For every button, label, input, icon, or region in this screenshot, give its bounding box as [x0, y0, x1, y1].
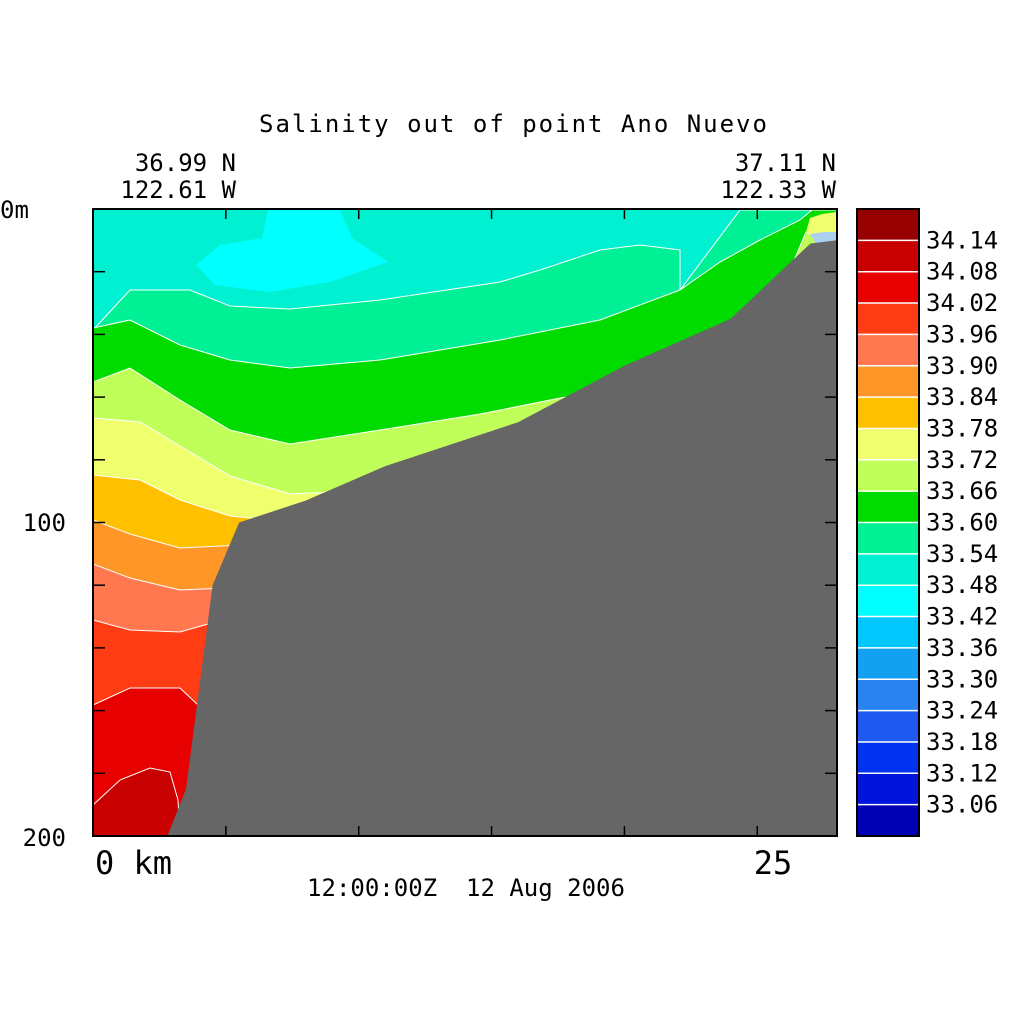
- colorbar-swatch: [857, 428, 919, 461]
- plot-area: [92, 208, 838, 837]
- colorbar-level-label: 33.66: [926, 477, 998, 505]
- colorbar-level-label: 33.06: [926, 791, 998, 819]
- depth-tick-marks: [93, 208, 837, 837]
- depth-label-top: 0m: [0, 196, 29, 224]
- colorbar-swatch: [857, 616, 919, 649]
- colorbar-swatch: [857, 679, 919, 712]
- colorbar-swatch: [857, 647, 919, 680]
- right-longitude-label: 122.33 W: [720, 176, 836, 204]
- right-latitude-label: 37.11 N: [735, 149, 836, 177]
- colorbar-level-label: 33.72: [926, 446, 998, 474]
- colorbar-swatch: [857, 240, 919, 273]
- land-mask: [167, 240, 837, 837]
- colorbar-swatch: [857, 303, 919, 335]
- colorbar-level-label: 33.18: [926, 728, 998, 756]
- colorbar-level-label: 33.84: [926, 383, 998, 411]
- colorbar-level-label: 33.96: [926, 320, 998, 348]
- colorbar-swatch: [857, 522, 919, 555]
- colorbar-level-label: 33.36: [926, 634, 998, 662]
- depth-label-mid: 100: [23, 509, 66, 537]
- colorbar-frame: [856, 208, 920, 837]
- colorbar-level-label: 33.54: [926, 540, 998, 568]
- colorbar-swatch: [857, 491, 919, 523]
- colorbar-swatch: [857, 804, 919, 837]
- colorbar-swatch: [857, 365, 919, 398]
- distance-label-end: 25: [754, 844, 793, 882]
- colorbar-swatch: [857, 271, 919, 304]
- depth-label-bottom: 200: [23, 824, 66, 852]
- colorbar-level-label: 33.60: [926, 509, 998, 537]
- colorbar-level-label: 33.42: [926, 603, 998, 631]
- colorbar-swatch: [857, 741, 919, 774]
- surface-fresh-patch: [196, 210, 388, 292]
- colorbar-swatch: [857, 397, 919, 429]
- colorbar-level-label: 33.48: [926, 571, 998, 599]
- colorbar-swatch: [857, 209, 919, 241]
- colorbar-swatch: [857, 773, 919, 806]
- colorbar-level-label: 34.02: [926, 289, 998, 317]
- distance-label-start: 0 km: [95, 844, 172, 882]
- chart-title: Salinity out of point Ano Nuevo: [259, 110, 769, 138]
- left-longitude-label: 122.61 W: [120, 176, 236, 204]
- surface-patch-33-36: [810, 232, 837, 244]
- left-latitude-label: 36.99 N: [135, 149, 236, 177]
- colorbar-swatch: [857, 553, 919, 586]
- colorbar-level-label: 33.12: [926, 759, 998, 787]
- colorbar-level-label: 34.08: [926, 258, 998, 286]
- colorbar-level-label: 34.14: [926, 226, 998, 254]
- colorbar-swatch: [857, 459, 919, 492]
- colorbar-swatch: [857, 585, 919, 618]
- colorbar-level-label: 33.30: [926, 665, 998, 693]
- colorbar-swatch: [857, 334, 919, 367]
- colorbar-level-label: 33.90: [926, 352, 998, 380]
- colorbar-level-label: 33.24: [926, 697, 998, 725]
- colorbar: 33.06 33.12 33.18 33.24 33.30 33.36 33.42 33.48…: [856, 208, 998, 837]
- distance-tick-marks: [225, 209, 759, 836]
- timestamp-label: 12:00:00Z 12 Aug 2006: [307, 874, 625, 902]
- colorbar-level-label: 33.78: [926, 414, 998, 442]
- colorbar-swatch: [857, 710, 919, 743]
